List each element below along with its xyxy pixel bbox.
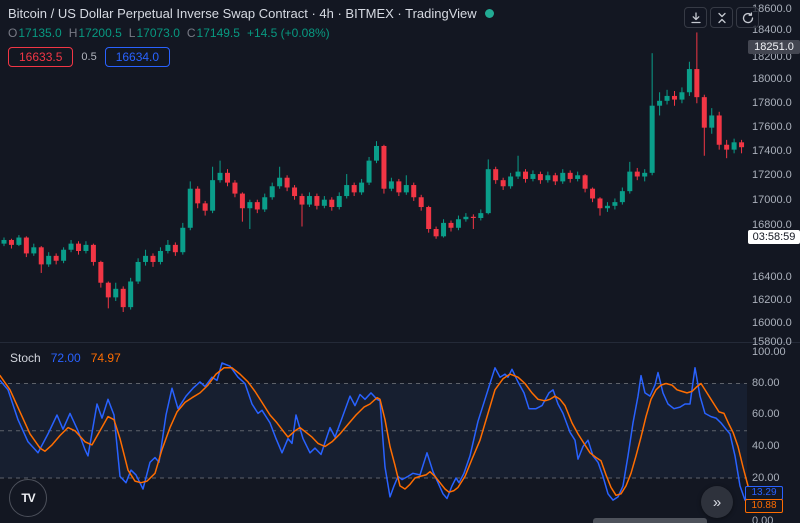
chart-toolbar (684, 7, 759, 28)
stoch-d-value: 74.97 (90, 351, 121, 365)
double-chevron-right-icon: » (712, 493, 722, 511)
indicator-name[interactable]: Stoch (10, 351, 41, 365)
open-value: 17135.0 (18, 26, 62, 40)
price-tick-label: 17200.0 (752, 169, 792, 181)
stoch-tick-label: 60.00 (752, 408, 780, 420)
price-axis[interactable]: 18251.0 03:58:59 18600.0 18400.0 18200.0 18… (748, 0, 800, 523)
price-tick-label: 18000.0 (752, 73, 792, 85)
tradingview-logo-text: TV (21, 491, 35, 505)
bottom-panel-handle[interactable] (593, 518, 707, 523)
stoch-legend: Stoch 72.00 74.97 (10, 351, 121, 365)
open-label: O (8, 26, 18, 40)
price-tick-label: 16800.0 (752, 219, 792, 231)
price-tick-label: 17600.0 (752, 121, 792, 133)
chart-legend: Bitcoin / US Dollar Perpetual Inverse Sw… (8, 6, 494, 67)
stoch-tick-label: 0.00 (752, 515, 774, 523)
price-tick-label: 16200.0 (752, 294, 792, 306)
price-tick-label: 18600.0 (752, 3, 792, 15)
price-tick-label: 18400.0 (752, 24, 792, 36)
stoch-k-last-label: 13.29 (745, 486, 783, 500)
sell-button[interactable]: 16633.5 (8, 47, 74, 67)
price-tick-label: 16000.0 (752, 317, 792, 329)
stoch-tick-label: 20.00 (752, 472, 780, 484)
close-value: 17149.5 (196, 26, 240, 40)
close-label: C (186, 26, 196, 40)
low-value: 17073.0 (136, 26, 180, 40)
stoch-tick-label: 40.00 (752, 440, 780, 452)
restore-icon (742, 11, 753, 23)
stoch-tick-label: 80.00 (752, 377, 780, 389)
spread-value: 0.5 (81, 51, 97, 63)
symbol-title[interactable]: Bitcoin / US Dollar Perpetual Inverse Sw… (8, 6, 477, 21)
low-label: L (128, 26, 136, 40)
price-tick-label: 17000.0 (752, 194, 792, 206)
stoch-k-value: 72.00 (50, 351, 81, 365)
collapse-icon (717, 12, 726, 23)
stoch-d-last-label: 10.88 (745, 499, 783, 513)
market-status-icon (484, 9, 494, 18)
high-label: H (68, 26, 78, 40)
price-tick-label: 15800.0 (752, 336, 792, 348)
download-button[interactable] (684, 7, 707, 28)
order-panel: 16633.5 0.5 16634.0 (8, 47, 494, 67)
price-tick-label: 17800.0 (752, 97, 792, 109)
collapse-panes-button[interactable] (710, 7, 733, 28)
price-tick-label: 17400.0 (752, 145, 792, 157)
stoch-tick-label: 100.00 (752, 346, 786, 358)
pane-separator[interactable] (0, 342, 800, 343)
price-tick-label: 18200.0 (752, 51, 792, 63)
bar-countdown-label: 03:58:59 (748, 230, 800, 244)
price-tick-label: 16400.0 (752, 271, 792, 283)
change-value: +14.5 (+0.08%) (246, 26, 330, 40)
tradingview-logo[interactable]: TV (9, 479, 47, 517)
expand-more-button[interactable]: » (701, 486, 733, 518)
high-value: 17200.5 (78, 26, 122, 40)
download-icon (690, 11, 701, 23)
ohlc-legend: O 17135.0 H 17200.5 L 17073.0 C 17149.5 +14.… (8, 26, 494, 40)
buy-button[interactable]: 16634.0 (104, 47, 171, 67)
price-high-label: 18251.0 (748, 40, 800, 54)
restore-chart-button[interactable] (736, 7, 759, 28)
